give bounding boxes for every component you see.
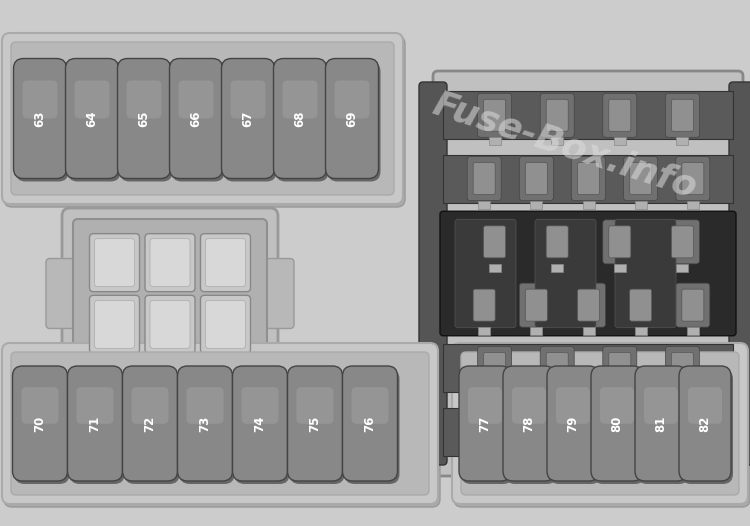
FancyBboxPatch shape — [609, 226, 631, 258]
FancyBboxPatch shape — [540, 220, 574, 264]
FancyBboxPatch shape — [547, 366, 599, 481]
FancyBboxPatch shape — [467, 157, 501, 200]
FancyBboxPatch shape — [62, 208, 278, 379]
FancyBboxPatch shape — [89, 234, 140, 291]
FancyBboxPatch shape — [525, 416, 548, 448]
FancyBboxPatch shape — [603, 347, 637, 390]
FancyBboxPatch shape — [127, 80, 161, 118]
FancyBboxPatch shape — [232, 366, 287, 481]
FancyBboxPatch shape — [609, 352, 631, 385]
FancyBboxPatch shape — [676, 283, 710, 327]
FancyBboxPatch shape — [525, 163, 548, 195]
FancyBboxPatch shape — [73, 219, 267, 368]
Text: 81: 81 — [655, 416, 668, 432]
Bar — [478, 200, 490, 209]
Text: 80: 80 — [610, 416, 623, 432]
Bar — [443, 281, 733, 329]
FancyBboxPatch shape — [467, 410, 501, 454]
FancyBboxPatch shape — [540, 347, 574, 390]
FancyBboxPatch shape — [671, 226, 694, 258]
FancyBboxPatch shape — [440, 211, 736, 336]
Bar — [687, 454, 699, 462]
Bar — [551, 137, 563, 145]
Bar — [583, 200, 595, 209]
Bar — [530, 454, 542, 462]
FancyBboxPatch shape — [145, 295, 195, 353]
FancyBboxPatch shape — [549, 369, 601, 484]
FancyBboxPatch shape — [179, 369, 235, 484]
FancyBboxPatch shape — [74, 80, 110, 118]
FancyBboxPatch shape — [124, 369, 179, 484]
Bar — [634, 454, 646, 462]
FancyBboxPatch shape — [68, 62, 121, 181]
FancyBboxPatch shape — [468, 387, 502, 424]
FancyBboxPatch shape — [200, 295, 250, 353]
FancyBboxPatch shape — [170, 58, 223, 178]
FancyBboxPatch shape — [16, 62, 68, 181]
Text: 69: 69 — [346, 110, 358, 127]
FancyBboxPatch shape — [150, 239, 190, 287]
FancyBboxPatch shape — [519, 157, 554, 200]
FancyBboxPatch shape — [505, 369, 557, 484]
FancyBboxPatch shape — [224, 62, 277, 181]
FancyBboxPatch shape — [131, 387, 169, 424]
FancyBboxPatch shape — [572, 283, 605, 327]
FancyBboxPatch shape — [275, 62, 328, 181]
Text: 82: 82 — [698, 416, 712, 432]
FancyBboxPatch shape — [334, 80, 370, 118]
FancyBboxPatch shape — [729, 82, 750, 465]
Text: 78: 78 — [523, 416, 536, 432]
FancyBboxPatch shape — [503, 366, 555, 481]
FancyBboxPatch shape — [274, 58, 326, 178]
FancyBboxPatch shape — [540, 93, 574, 137]
FancyBboxPatch shape — [473, 416, 495, 448]
Text: 68: 68 — [293, 110, 307, 127]
FancyBboxPatch shape — [671, 99, 694, 132]
Bar — [530, 327, 542, 335]
Text: 74: 74 — [254, 416, 266, 432]
FancyBboxPatch shape — [22, 80, 58, 118]
FancyBboxPatch shape — [230, 80, 266, 118]
FancyBboxPatch shape — [665, 220, 700, 264]
Bar — [488, 137, 500, 145]
Bar — [478, 327, 490, 335]
FancyBboxPatch shape — [630, 416, 652, 448]
Bar — [443, 155, 733, 203]
FancyBboxPatch shape — [65, 58, 118, 178]
Bar — [443, 218, 733, 266]
Text: 72: 72 — [143, 416, 157, 432]
FancyBboxPatch shape — [473, 289, 495, 321]
FancyBboxPatch shape — [4, 36, 405, 207]
FancyBboxPatch shape — [2, 343, 438, 504]
Bar — [530, 200, 542, 209]
FancyBboxPatch shape — [546, 226, 568, 258]
Bar — [551, 264, 563, 272]
FancyBboxPatch shape — [624, 157, 658, 200]
Bar — [614, 390, 626, 398]
FancyBboxPatch shape — [459, 366, 511, 481]
Bar — [443, 345, 733, 392]
FancyBboxPatch shape — [525, 289, 548, 321]
FancyBboxPatch shape — [600, 387, 634, 424]
FancyBboxPatch shape — [290, 369, 344, 484]
FancyBboxPatch shape — [70, 369, 124, 484]
FancyBboxPatch shape — [296, 387, 334, 424]
FancyBboxPatch shape — [615, 219, 676, 328]
FancyBboxPatch shape — [635, 366, 687, 481]
Bar — [583, 454, 595, 462]
Text: Fuse-Box.info: Fuse-Box.info — [428, 87, 701, 205]
FancyBboxPatch shape — [478, 93, 512, 137]
FancyBboxPatch shape — [630, 289, 652, 321]
FancyBboxPatch shape — [665, 93, 700, 137]
FancyBboxPatch shape — [578, 416, 599, 448]
FancyBboxPatch shape — [546, 352, 568, 385]
FancyBboxPatch shape — [671, 352, 694, 385]
Text: 77: 77 — [478, 416, 491, 432]
FancyBboxPatch shape — [178, 80, 214, 118]
Text: 75: 75 — [308, 416, 322, 432]
FancyBboxPatch shape — [433, 71, 743, 476]
Text: 65: 65 — [137, 110, 151, 127]
FancyBboxPatch shape — [326, 58, 379, 178]
Text: 76: 76 — [364, 416, 376, 432]
